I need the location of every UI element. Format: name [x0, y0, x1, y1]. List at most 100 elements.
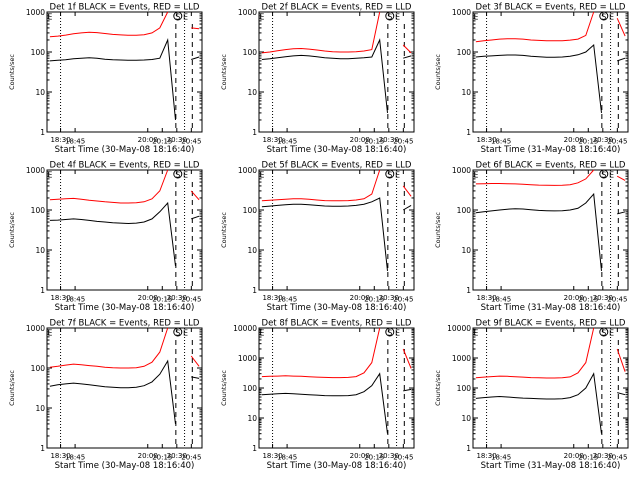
- event-marker: E: [47, 329, 52, 338]
- x-tick-label: 20:00: [564, 136, 584, 144]
- y-tick-label: 10: [461, 246, 471, 255]
- plot-frame: [258, 169, 415, 291]
- x-tick-label: 20:00: [564, 452, 584, 460]
- panel-title: Det 1f BLACK = Events, RED = LLD: [50, 3, 200, 13]
- x-axis-label: Start Time (30-May-08 18:16:40): [55, 461, 195, 471]
- plot-frame: [258, 327, 415, 449]
- x-axis-label: Start Time (30-May-08 18:16:40): [55, 145, 195, 155]
- x-tick-label: 18:30: [50, 136, 70, 144]
- y-tick-label: 1000: [452, 354, 471, 363]
- series-line: [475, 327, 626, 379]
- x-tick-label: 20:30: [379, 136, 399, 144]
- event-marker: E: [609, 171, 614, 180]
- event-marker: S: [175, 13, 180, 22]
- plot-frame: [46, 327, 203, 449]
- x-tick-label: 20:00: [350, 136, 370, 144]
- panel-title: Det 8f BLACK = Events, RED = LLD: [262, 319, 412, 329]
- y-axis-label: Counts/sec: [220, 212, 228, 248]
- series-line: [49, 169, 200, 204]
- x-tick-label: 20:30: [167, 294, 187, 302]
- x-axis-label: Start Time (30-May-08 18:16:40): [55, 303, 195, 313]
- y-tick-label: 1000: [26, 324, 45, 333]
- detector-panel: Det 7f BLACK = Events, RED = LLD Counts/s…: [8, 319, 203, 471]
- x-tick-label: 18:45: [277, 138, 297, 146]
- event-marker: E: [47, 171, 52, 180]
- event-marker: S: [175, 171, 180, 180]
- panel-title: Det 6f BLACK = Events, RED = LLD: [476, 161, 626, 171]
- series-line: [475, 11, 626, 43]
- x-axis-label: Start Time (30-May-08 18:16:40): [267, 303, 407, 313]
- y-tick-label: 10: [35, 404, 45, 413]
- detector-panel: Det 5f BLACK = Events, RED = LLD Counts/s…: [220, 161, 415, 313]
- x-tick-label: 18:30: [262, 452, 282, 460]
- plot-frame: [472, 11, 629, 133]
- y-tick-label: 100: [243, 206, 258, 215]
- event-marker: S: [387, 329, 392, 338]
- panel-title: Det 4f BLACK = Events, RED = LLD: [50, 161, 200, 171]
- series-line: [261, 372, 412, 434]
- event-marker: E: [183, 13, 188, 22]
- x-tick-label: 18:45: [491, 296, 511, 304]
- event-marker: E: [395, 329, 400, 338]
- x-tick-label: 20:15: [364, 296, 384, 304]
- saa-marker-circle: [173, 11, 183, 21]
- x-tick-label: 20:15: [578, 454, 598, 462]
- x-tick-label: 18:45: [65, 296, 85, 304]
- x-tick-label: 18:45: [491, 138, 511, 146]
- series-line: [261, 11, 412, 54]
- panel-title: Det 7f BLACK = Events, RED = LLD: [50, 319, 200, 329]
- y-axis-label: Counts/sec: [8, 370, 16, 406]
- x-tick-label: 18:30: [50, 452, 70, 460]
- y-tick-label: 10000: [233, 324, 257, 333]
- series-line: [49, 11, 200, 38]
- series-line: [261, 327, 412, 379]
- x-tick-label: 20:30: [379, 452, 399, 460]
- x-tick-label: 20:00: [350, 294, 370, 302]
- y-tick-label: 10: [461, 414, 471, 423]
- y-tick-label: 1: [252, 286, 257, 295]
- detector-panel: Det 1f BLACK = Events, RED = LLD Counts/s…: [8, 3, 203, 155]
- event-marker: E: [47, 13, 52, 22]
- x-tick-label: 18:30: [476, 294, 496, 302]
- y-tick-label: 10: [247, 414, 257, 423]
- saa-marker-circle: [173, 169, 183, 179]
- event-marker: E: [473, 329, 478, 338]
- x-tick-label: 20:00: [138, 294, 158, 302]
- series-line: [475, 169, 626, 186]
- x-tick-label: 18:30: [262, 294, 282, 302]
- x-axis-label: Start Time (30-May-08 18:16:40): [267, 461, 407, 471]
- x-tick-label: 20:00: [138, 452, 158, 460]
- x-tick-label: 18:30: [262, 136, 282, 144]
- x-axis-label: Start Time (30-May-08 18:16:40): [267, 145, 407, 155]
- x-tick-label: 18:30: [476, 452, 496, 460]
- x-tick-label: 20:45: [607, 296, 627, 304]
- x-tick-label: 18:45: [65, 454, 85, 462]
- series-line: [475, 192, 626, 271]
- y-tick-label: 1: [252, 128, 257, 137]
- event-marker: S: [601, 329, 606, 338]
- y-tick-label: 10: [35, 88, 45, 97]
- y-axis-label: Counts/sec: [434, 212, 442, 248]
- y-tick-label: 1: [40, 128, 45, 137]
- x-tick-label: 18:45: [491, 454, 511, 462]
- x-axis-label: Start Time (31-May-08 18:16:40): [481, 303, 621, 313]
- event-marker: E: [259, 171, 264, 180]
- event-marker: E: [183, 171, 188, 180]
- series-line: [49, 38, 200, 121]
- y-tick-label: 10: [35, 246, 45, 255]
- x-tick-label: 18:45: [277, 454, 297, 462]
- series-line: [261, 38, 412, 113]
- y-axis-label: Counts/sec: [8, 212, 16, 248]
- event-marker: E: [183, 329, 188, 338]
- y-tick-label: 1000: [238, 354, 257, 363]
- saa-marker-circle: [599, 11, 609, 21]
- x-tick-label: 20:30: [593, 452, 613, 460]
- x-tick-label: 20:15: [578, 138, 598, 146]
- y-tick-label: 100: [31, 48, 46, 57]
- y-tick-label: 1000: [452, 8, 471, 17]
- event-marker: S: [601, 13, 606, 22]
- x-tick-label: 20:15: [364, 454, 384, 462]
- event-marker: S: [387, 171, 392, 180]
- saa-marker-circle: [173, 327, 183, 337]
- detector-panel: Det 6f BLACK = Events, RED = LLD Counts/s…: [434, 161, 629, 313]
